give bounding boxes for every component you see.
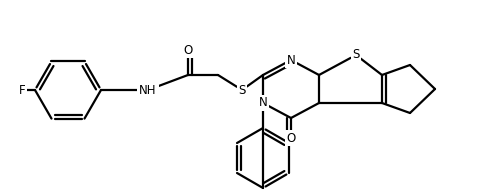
Text: O: O — [183, 43, 193, 56]
Text: N: N — [258, 96, 267, 109]
Text: F: F — [19, 83, 25, 96]
Text: N: N — [287, 54, 295, 67]
Text: S: S — [238, 83, 246, 96]
Text: O: O — [287, 132, 296, 145]
Text: S: S — [352, 48, 360, 61]
Text: NH: NH — [139, 83, 157, 96]
